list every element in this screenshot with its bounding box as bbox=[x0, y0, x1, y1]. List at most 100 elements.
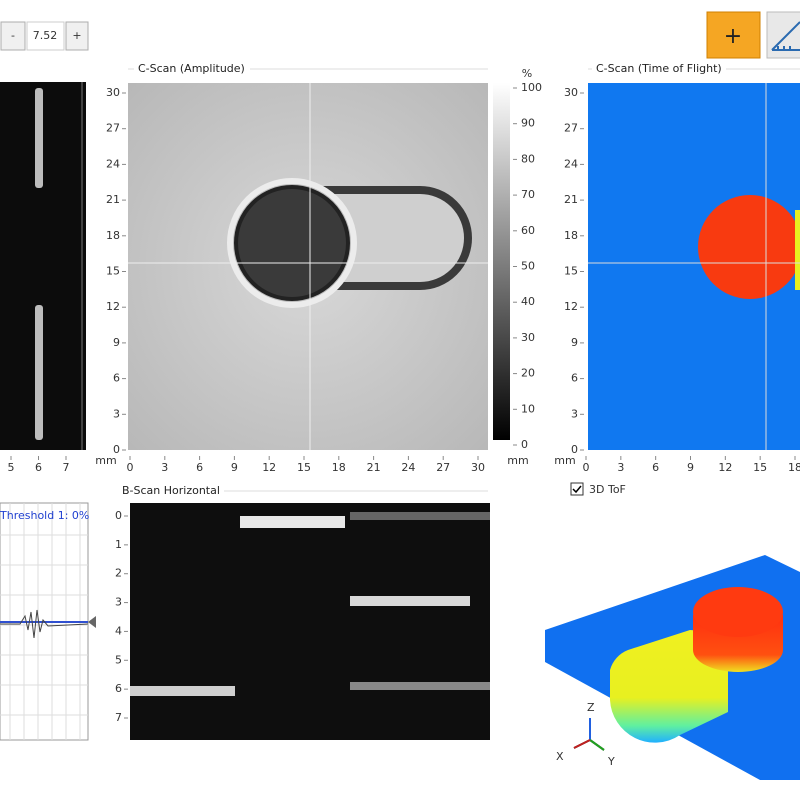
y-tick-label: 7 bbox=[115, 711, 122, 724]
x-tick-label: 0 bbox=[127, 461, 134, 474]
y-tick-label: 0 bbox=[115, 509, 122, 522]
x-tick-label: 6 bbox=[652, 461, 659, 474]
side-echo bbox=[35, 88, 43, 188]
echo-band bbox=[350, 682, 490, 690]
y-tick-label: 9 bbox=[571, 336, 578, 349]
b-scan-image bbox=[130, 503, 490, 740]
panel-title: C-Scan (Amplitude) bbox=[138, 62, 245, 75]
x-tick-label: 18 bbox=[332, 461, 346, 474]
y-tick-label: 80 bbox=[521, 152, 535, 165]
side-scan bbox=[0, 82, 86, 450]
y-tick-label: 18 bbox=[106, 229, 120, 242]
add-button[interactable] bbox=[706, 11, 761, 59]
a-scan: Threshold 1: 0% bbox=[0, 502, 96, 741]
y-tick-label: 24 bbox=[564, 157, 578, 170]
toolbar: - 7.52 + + bbox=[0, 11, 800, 59]
y-tick-label: 60 bbox=[521, 224, 535, 237]
x-tick-label: 27 bbox=[436, 461, 450, 474]
y-tick-label: 30 bbox=[106, 86, 120, 99]
decrement-button[interactable] bbox=[0, 21, 26, 51]
y-tick-label: 3 bbox=[115, 596, 122, 609]
side-echo bbox=[35, 305, 43, 440]
cylinder-top bbox=[693, 587, 783, 637]
y-tick-label: 3 bbox=[571, 407, 578, 420]
y-tick-label: 0 bbox=[521, 438, 528, 451]
y-tick-label: 12 bbox=[564, 300, 578, 313]
y-tick-label: 0 bbox=[571, 443, 578, 456]
colorbar-bottom-unit: mm bbox=[507, 454, 528, 467]
increment-label: + bbox=[72, 29, 81, 42]
x-tick-label: 3 bbox=[617, 461, 624, 474]
y-tick-label: 40 bbox=[521, 295, 535, 308]
y-tick-label: 6 bbox=[113, 372, 120, 385]
y-tick-label: 24 bbox=[106, 157, 120, 170]
y-tick-label: 6 bbox=[571, 372, 578, 385]
panel-title: B-Scan Horizontal bbox=[122, 484, 220, 497]
x-unit: mm bbox=[554, 454, 575, 467]
y-tick-label: 21 bbox=[564, 193, 578, 206]
y-tick-label: 27 bbox=[106, 122, 120, 135]
tof-slot bbox=[795, 210, 800, 290]
title-bg bbox=[118, 484, 224, 498]
ruler-icon bbox=[771, 21, 800, 51]
y-tick-label: 15 bbox=[564, 265, 578, 278]
colorbar-unit: % bbox=[522, 67, 532, 80]
x-tick-label: 24 bbox=[401, 461, 415, 474]
y-tick-label: 9 bbox=[113, 336, 120, 349]
increment-button[interactable] bbox=[65, 21, 89, 51]
axis-label: Y bbox=[607, 755, 615, 768]
gate-marker bbox=[88, 616, 96, 628]
title-bg bbox=[134, 62, 250, 76]
hole-feature bbox=[234, 185, 350, 301]
value-text: 7.52 bbox=[33, 29, 58, 42]
view-3d: X Y Z bbox=[545, 555, 800, 780]
tof-hole bbox=[698, 195, 800, 299]
y-tick-label: 12 bbox=[106, 300, 120, 313]
decrement-label: - bbox=[11, 29, 15, 42]
y-tick-label: 6 bbox=[115, 682, 122, 695]
x-tick-label: 9 bbox=[231, 461, 238, 474]
threshold-label: Threshold 1: 0% bbox=[0, 509, 89, 522]
x-tick-label: 7 bbox=[63, 461, 70, 474]
value-field[interactable] bbox=[26, 21, 65, 51]
echo-band bbox=[350, 512, 490, 520]
x-tick-label: 12 bbox=[718, 461, 732, 474]
y-tick-label: 10 bbox=[521, 402, 535, 415]
x-tick-label: 6 bbox=[35, 461, 42, 474]
checkbox[interactable] bbox=[570, 482, 584, 496]
x-tick-label: 5 bbox=[8, 461, 15, 474]
y-tick-label: 90 bbox=[521, 117, 535, 130]
y-tick-label: 15 bbox=[106, 265, 120, 278]
x-axis bbox=[573, 739, 591, 749]
x-tick-label: 30 bbox=[471, 461, 485, 474]
y-tick-label: 27 bbox=[564, 122, 578, 135]
echo-band bbox=[350, 596, 470, 606]
y-tick-label: 30 bbox=[521, 331, 535, 344]
tof-panel: C-Scan (Time of Flight) 3D ToF bbox=[570, 62, 800, 496]
y-tick-label: 21 bbox=[106, 193, 120, 206]
checkmark bbox=[572, 485, 582, 494]
colorbar bbox=[493, 83, 510, 440]
x-tick-label: 15 bbox=[753, 461, 767, 474]
y-axis bbox=[589, 739, 605, 751]
echo-band bbox=[240, 516, 345, 528]
measure-button[interactable] bbox=[766, 11, 800, 59]
x-tick-label: 0 bbox=[583, 461, 590, 474]
amplitude-panel: C-Scan (Amplitude) bbox=[128, 62, 510, 450]
y-tick-label: 2 bbox=[115, 567, 122, 580]
y-tick-label: 18 bbox=[564, 229, 578, 242]
checkbox-label: 3D ToF bbox=[589, 483, 626, 496]
b-scan-panel: B-Scan Horizontal bbox=[118, 484, 490, 740]
y-tick-label: 0 bbox=[113, 443, 120, 456]
a-scan-signal bbox=[0, 609, 89, 639]
echo-band bbox=[130, 686, 235, 696]
axis-label: Z bbox=[587, 701, 595, 714]
add-label: + bbox=[724, 24, 742, 49]
x-tick-label: 21 bbox=[367, 461, 381, 474]
y-tick-label: 4 bbox=[115, 624, 122, 637]
x-unit: mm bbox=[95, 454, 116, 467]
x-tick-label: 12 bbox=[262, 461, 276, 474]
x-tick-label: 6 bbox=[196, 461, 203, 474]
title-bg bbox=[592, 62, 726, 76]
y-tick-label: 20 bbox=[521, 367, 535, 380]
